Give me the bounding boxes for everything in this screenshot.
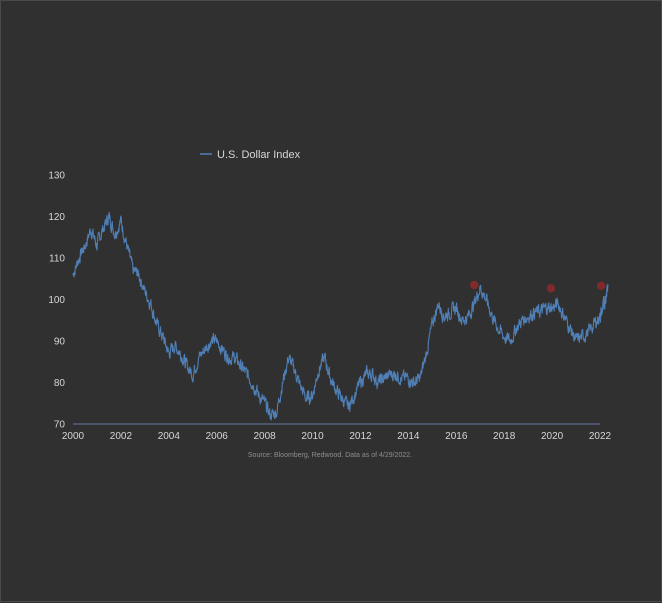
x-tick-label: 2012 [349, 431, 372, 442]
series-line-us-dollar-index [72, 211, 609, 421]
x-tick-label: 2020 [541, 431, 564, 442]
x-tick-label: 2006 [206, 431, 229, 442]
legend-label: U.S. Dollar Index [217, 149, 301, 161]
x-tick-label: 2010 [301, 431, 324, 442]
x-tick-label: 2018 [493, 431, 516, 442]
highlight-marker [546, 284, 556, 293]
x-tick-label: 2016 [445, 431, 468, 442]
x-tick-label: 2002 [110, 431, 133, 442]
highlight-marker [596, 281, 606, 291]
x-axis-ticks: 2000 2002 2004 2006 2008 2010 2012 2014 2016 2018… [62, 431, 612, 442]
y-tick-label: 100 [48, 295, 65, 306]
x-tick-label: 2004 [158, 431, 181, 442]
x-tick-label: 2014 [397, 431, 420, 442]
highlight-marker [470, 280, 479, 290]
y-tick-label: 110 [49, 254, 65, 265]
y-tick-label: 70 [54, 420, 66, 431]
source-note: Source: Bloomberg, Redwood. Data as of 4… [248, 452, 412, 459]
y-tick-label: 120 [48, 212, 65, 223]
x-tick-label: 2000 [62, 431, 85, 442]
highlight-markers [470, 280, 606, 293]
x-tick-label: 2008 [254, 431, 277, 442]
y-axis-ticks: 70 80 90 100 110 120 130 [48, 171, 65, 431]
y-tick-label: 130 [48, 171, 65, 182]
y-tick-label: 80 [54, 378, 66, 389]
y-tick-label: 90 [54, 337, 66, 348]
legend: U.S. Dollar Index [200, 149, 301, 161]
x-tick-label: 2022 [589, 431, 612, 442]
